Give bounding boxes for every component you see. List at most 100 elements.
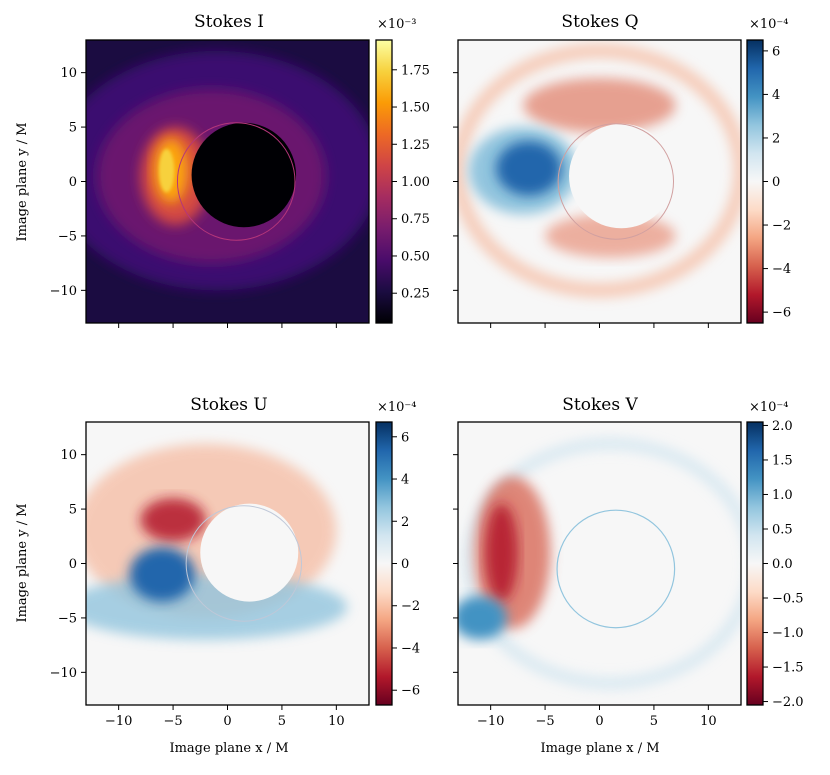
blue-lobe-core bbox=[129, 547, 195, 602]
bright-arc-core bbox=[158, 148, 175, 193]
colorbar-tick-label: 2 bbox=[772, 131, 780, 146]
axes-stokes-q bbox=[453, 39, 742, 328]
x-tick-label: 0 bbox=[223, 714, 231, 729]
panel-title-stokes-v: Stokes V bbox=[562, 395, 638, 415]
colorbar-tick-label: 0.25 bbox=[401, 287, 430, 302]
y-tick-label: 10 bbox=[60, 448, 77, 463]
colorbar-stokes-i: ×10⁻³ 0.25 0.50 0.75 1.00 1.25 1.50 1.75 bbox=[375, 17, 430, 324]
colorbar-tick-label: −0.5 bbox=[772, 592, 804, 607]
colorbar-tick-label: 6 bbox=[401, 430, 409, 445]
axes-stokes-v: −10 −5 0 5 10 bbox=[453, 421, 742, 729]
colorbar-tick-label: −2 bbox=[401, 599, 420, 614]
photon-ring bbox=[556, 509, 676, 629]
y-tick-label: −10 bbox=[50, 666, 77, 681]
colorbar-tick-label: −1.5 bbox=[772, 661, 804, 676]
image-stokes-q bbox=[458, 40, 741, 323]
colorbar-multiplier-stokes-u: ×10⁻⁴ bbox=[377, 400, 417, 415]
colorbar-tick-label: −1.0 bbox=[772, 626, 804, 641]
x-tick-label: 0 bbox=[595, 714, 603, 729]
y-tick-label: −5 bbox=[58, 229, 77, 244]
colorbar-tick-label: 0 bbox=[772, 175, 780, 190]
colorbar-multiplier-stokes-v: ×10⁻⁴ bbox=[749, 400, 789, 415]
y-axis-label-top: Image plane y / M bbox=[15, 122, 30, 241]
panel-title-stokes-q: Stokes Q bbox=[561, 12, 638, 32]
colorbar-tick-label: −6 bbox=[401, 684, 420, 699]
blue-lower-left bbox=[458, 596, 507, 640]
photon-ring bbox=[185, 505, 303, 622]
colorbar-tick-label: 4 bbox=[772, 88, 780, 103]
colorbar-tick-label: 6 bbox=[772, 44, 780, 59]
panel-title-stokes-i: Stokes I bbox=[194, 12, 264, 32]
y-tick-label: 5 bbox=[69, 503, 77, 518]
x-tick-label: 10 bbox=[328, 714, 345, 729]
colorbar-gradient bbox=[747, 40, 763, 323]
y-tick-label: −5 bbox=[58, 611, 77, 626]
image-stokes-v bbox=[458, 422, 741, 705]
x-tick-label: −10 bbox=[105, 714, 132, 729]
y-axis-label-bottom: Image plane y / M bbox=[15, 503, 30, 622]
colorbar-tick-label: −4 bbox=[401, 641, 420, 656]
red-lobe-core bbox=[140, 498, 206, 542]
colorbar-tick-label: 0.0 bbox=[772, 557, 793, 572]
image-stokes-i bbox=[86, 40, 369, 323]
panel-stokes-u: Stokes U −10 −5 0 5 10 −10 −5 0 5 10 ×10⁻⁴ −6 −4 −2… bbox=[50, 395, 421, 729]
colorbar-tick-label: −2.0 bbox=[772, 695, 804, 710]
x-axis-label-right: Image plane x / M bbox=[540, 741, 659, 756]
y-tick-label: 0 bbox=[69, 175, 77, 190]
photon-ring bbox=[557, 123, 675, 240]
shadow-region bbox=[569, 123, 674, 229]
colorbar-tick-label: 1.75 bbox=[401, 63, 430, 78]
colorbar-tick-label: −2 bbox=[772, 219, 791, 234]
x-tick-label: −5 bbox=[535, 714, 554, 729]
axes-stokes-u: −10 −5 0 5 10 −10 −5 0 5 10 bbox=[50, 421, 370, 729]
colorbar-tick-label: 1.5 bbox=[772, 453, 793, 468]
x-axis-label-left: Image plane x / M bbox=[169, 741, 288, 756]
colorbar-gradient bbox=[747, 422, 763, 705]
image-stokes-u bbox=[86, 422, 369, 705]
colorbar-multiplier-stokes-q: ×10⁻⁴ bbox=[749, 17, 789, 32]
x-tick-label: 10 bbox=[700, 714, 717, 729]
colorbar-tick-label: 2.0 bbox=[772, 419, 793, 434]
y-tick-label: 0 bbox=[69, 557, 77, 572]
colorbar-tick-label: 1.25 bbox=[401, 138, 430, 153]
shadow-region bbox=[569, 505, 674, 611]
colorbar-multiplier-stokes-i: ×10⁻³ bbox=[377, 17, 417, 32]
colorbar-tick-label: 2 bbox=[401, 515, 409, 530]
panel-title-stokes-u: Stokes U bbox=[190, 395, 268, 415]
axes-stokes-i: −10 −5 0 5 10 bbox=[50, 39, 370, 328]
colorbar-tick-label: 4 bbox=[401, 473, 409, 488]
red-ring-outer bbox=[458, 43, 741, 298]
colorbar-tick-label: 1.50 bbox=[401, 101, 430, 116]
colorbar-stokes-q: ×10⁻⁴ −6 −4 −2 0 2 4 6 bbox=[746, 17, 791, 324]
colorbar-tick-label: −6 bbox=[772, 306, 791, 321]
colorbar-tick-label: −4 bbox=[772, 262, 791, 277]
panel-stokes-v: Stokes V −10 −5 0 5 10 ×10⁻⁴ −2.0 −1.5 −1.0 −0.… bbox=[453, 395, 804, 729]
colorbar-gradient bbox=[376, 422, 392, 705]
x-tick-label: 5 bbox=[650, 714, 658, 729]
colorbar-gradient bbox=[376, 40, 392, 323]
colorbar-tick-label: 0.50 bbox=[401, 249, 430, 264]
x-tick-label: 5 bbox=[278, 714, 286, 729]
colorbar-tick-label: 0 bbox=[401, 557, 409, 572]
y-tick-label: 5 bbox=[69, 121, 77, 136]
colorbar-tick-label: 1.0 bbox=[772, 488, 793, 503]
red-arc-top bbox=[523, 78, 676, 133]
panel-stokes-q: Stokes Q ×10⁻⁴ −6 −4 −2 0 2 4 6 bbox=[453, 12, 791, 328]
colorbar-tick-label: 0.5 bbox=[772, 522, 793, 537]
y-tick-label: −10 bbox=[50, 284, 77, 299]
colorbar-stokes-u: ×10⁻⁴ −6 −4 −2 0 2 4 6 bbox=[375, 400, 420, 706]
y-tick-label: 10 bbox=[60, 66, 77, 81]
colorbar-stokes-v: ×10⁻⁴ −2.0 −1.5 −1.0 −0.5 0.0 0.5 1.0 1.5 2.0 bbox=[746, 400, 804, 710]
x-tick-label: −5 bbox=[163, 714, 182, 729]
panel-stokes-i: Stokes I −10 −5 0 5 10 ×10⁻³ 0.25 0.50 0.75 1.0… bbox=[50, 12, 430, 328]
colorbar-tick-label: 1.00 bbox=[401, 175, 430, 190]
shadow-region bbox=[200, 503, 299, 602]
blue-lobe-core bbox=[496, 141, 562, 196]
red-arc-core bbox=[485, 503, 518, 602]
photon-ring bbox=[176, 122, 296, 241]
x-tick-label: −10 bbox=[477, 714, 504, 729]
blue-ring-outer bbox=[462, 437, 741, 690]
colorbar-tick-label: 0.75 bbox=[401, 212, 430, 227]
black-hole-shadow bbox=[191, 122, 297, 228]
